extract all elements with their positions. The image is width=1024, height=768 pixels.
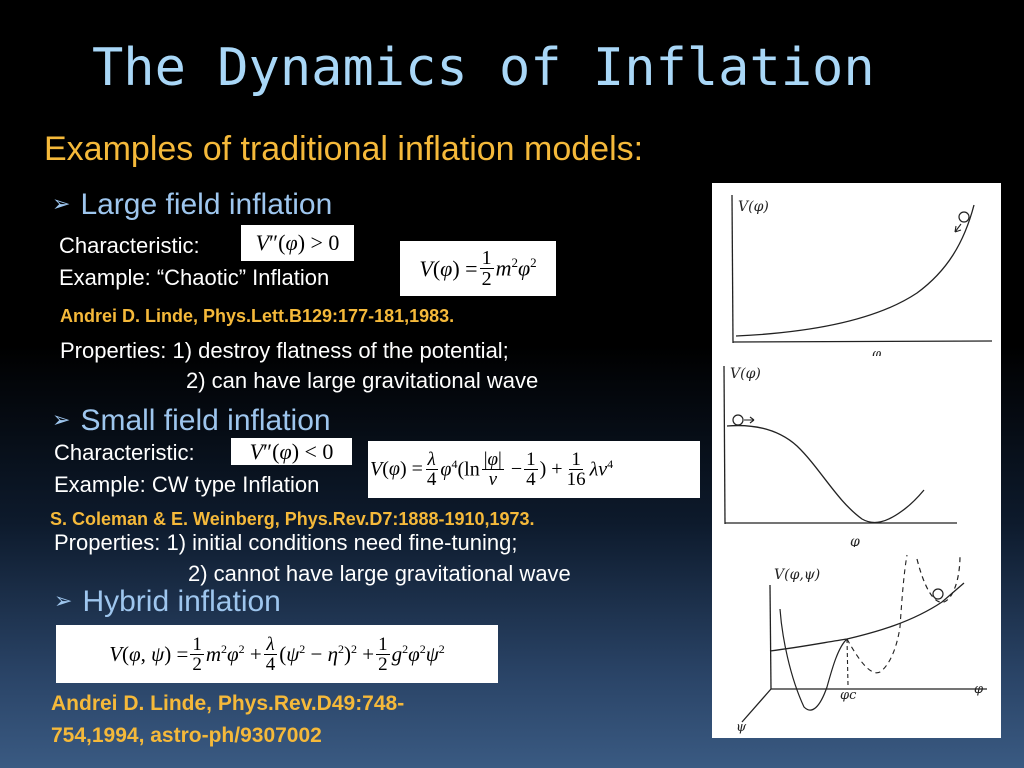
- sketch-arrow-icon: [954, 223, 962, 233]
- sketch-y-label: V(φ): [730, 366, 761, 382]
- sketch-valley-line: [769, 582, 965, 652]
- sketch-hybrid-potential: V(φ,ψ) φ ψ φc: [712, 547, 1001, 738]
- sketch-x-label: φ: [872, 347, 882, 362]
- large-field-properties-2: 2) can have large gravitational wave: [186, 368, 539, 393]
- sketch-ball-icon: [958, 211, 970, 223]
- sketch-y-label: V(φ,ψ): [774, 567, 820, 583]
- small-field-heading: Small field inflation: [80, 404, 331, 437]
- hybrid-reference: Andrei D. Linde, Phys.Rev.D49:748-754,19…: [51, 692, 405, 747]
- small-field-characteristic-label: Characteristic:: [54, 440, 195, 465]
- small-field-properties-1: Properties: 1) initial conditions need f…: [54, 530, 518, 555]
- sketch-cw-potential: V(φ) φ: [712, 356, 1001, 556]
- large-field-characteristic-label: Characteristic:: [59, 233, 200, 258]
- sketch-right-curve: [916, 554, 961, 603]
- bullet-small-field: ➢ Small field inflation: [52, 404, 331, 438]
- bullet-hybrid: ➢ Hybrid inflation: [54, 585, 281, 619]
- sketch-dashed-curve: [846, 554, 908, 674]
- sketch-x-axis: [732, 340, 993, 343]
- sketch-z-axis: [741, 688, 772, 723]
- large-field-properties-1: Properties: 1) destroy flatness of the p…: [60, 338, 509, 363]
- slide-subtitle: Examples of traditional inflation models…: [44, 130, 644, 168]
- hybrid-heading: Hybrid inflation: [82, 585, 281, 618]
- sketch-arrow-icon: [744, 416, 755, 424]
- small-field-reference: S. Coleman & E. Weinberg, Phys.Rev.D7:18…: [50, 509, 535, 529]
- sketch-potential-curve: [735, 204, 975, 337]
- small-field-characteristic-equation: V″(φ) < 0: [231, 438, 352, 465]
- sketch-potential-curve: [726, 424, 925, 524]
- small-field-example: Example: CW type Inflation: [54, 472, 320, 497]
- sketch-critical-line: [846, 638, 849, 686]
- sketch-ball-icon: [932, 588, 944, 600]
- sketch-y-axis: [769, 584, 772, 690]
- sketch-y-label: V(φ): [738, 199, 769, 215]
- large-field-characteristic-equation: V″(φ) > 0: [241, 225, 354, 261]
- large-field-reference: Andrei D. Linde, Phys.Lett.B129:177-181,…: [60, 306, 455, 326]
- large-field-heading: Large field inflation: [80, 188, 333, 221]
- sketch-z-label: ψ: [736, 720, 747, 735]
- sketch-x-label: φ: [850, 534, 860, 550]
- large-field-example: Example: “Chaotic” Inflation: [59, 265, 330, 290]
- arrow-bullet-icon: ➢: [52, 407, 71, 432]
- small-field-properties-2: 2) cannot have large gravitational wave: [188, 561, 571, 586]
- bullet-large-field: ➢ Large field inflation: [52, 188, 332, 222]
- arrow-bullet-icon: ➢: [54, 588, 73, 613]
- sketch-minimum-curve: [779, 608, 848, 711]
- sketch-chaotic-potential: V(φ) φ: [712, 183, 1001, 365]
- sketch-ball-icon: [732, 414, 744, 426]
- arrow-bullet-icon: ➢: [52, 191, 71, 216]
- slide-title: The Dynamics of Inflation: [92, 38, 875, 98]
- sketch-critical-label: φc: [840, 688, 857, 703]
- sketch-y-axis: [731, 194, 734, 344]
- sketch-x-label: φ: [974, 682, 984, 697]
- sketch-y-axis: [723, 365, 726, 525]
